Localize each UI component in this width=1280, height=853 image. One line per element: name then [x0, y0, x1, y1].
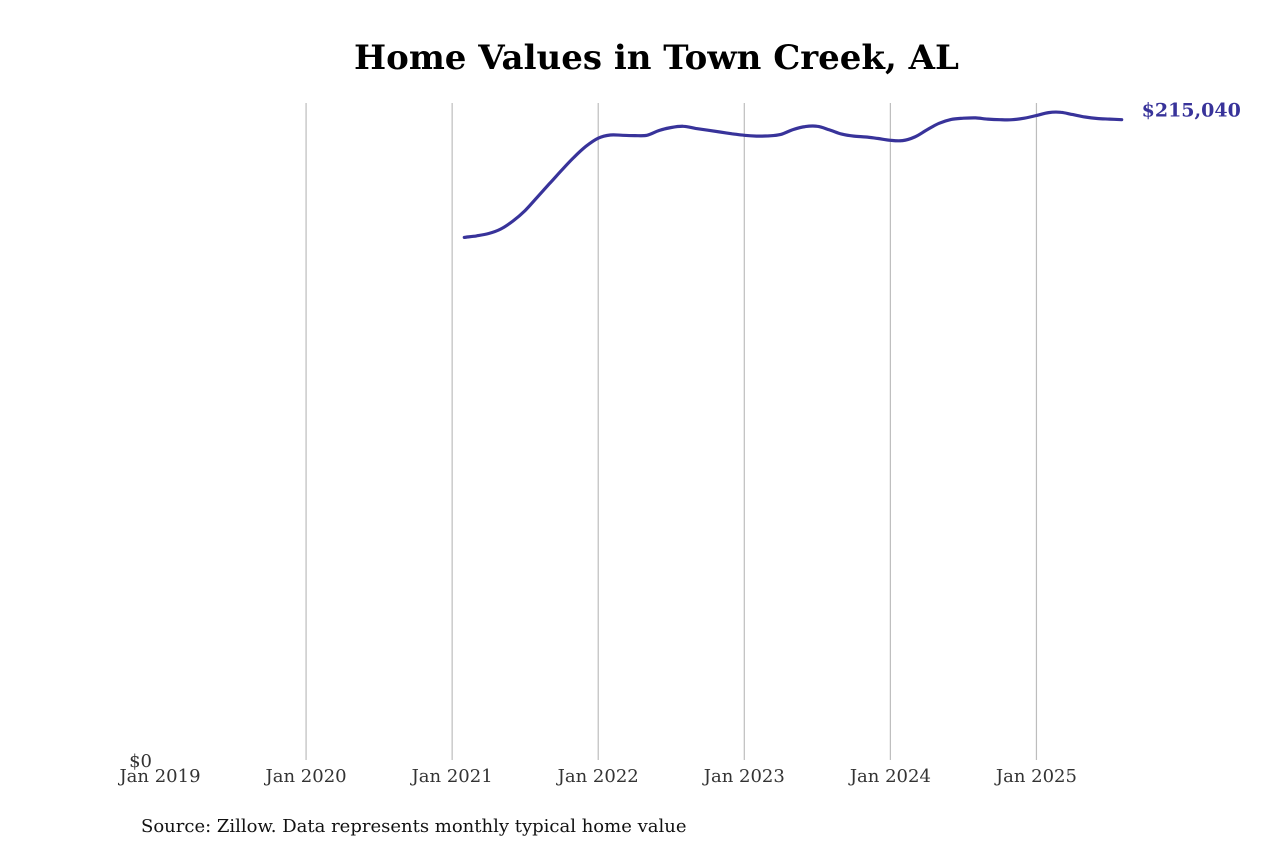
x-tick-label: Jan 2024	[848, 766, 931, 787]
source-note: Source: Zillow. Data represents monthly …	[141, 816, 687, 837]
x-tick-label: Jan 2019	[117, 766, 200, 787]
axis-tick-labels: Jan 2019 Jan 2020 Jan 2021 Jan 2022 Jan 2023…	[117, 751, 1077, 787]
grid-lines	[305, 103, 1038, 760]
y-tick-label: $0	[129, 751, 152, 772]
x-tick-label: Jan 2021	[410, 766, 493, 787]
x-tick-label: Jan 2023	[702, 766, 785, 787]
x-tick-label: Jan 2020	[264, 766, 347, 787]
series-layer	[462, 110, 1124, 239]
x-tick-label: Jan 2022	[556, 766, 639, 787]
end-value-label: $215,040	[1142, 100, 1241, 122]
chart-title: Home Values in Town Creek, AL	[354, 38, 959, 78]
series-line-0	[462, 110, 1124, 239]
data-label-layer: $215,040	[1142, 100, 1241, 122]
x-tick-label: Jan 2025	[994, 766, 1077, 787]
